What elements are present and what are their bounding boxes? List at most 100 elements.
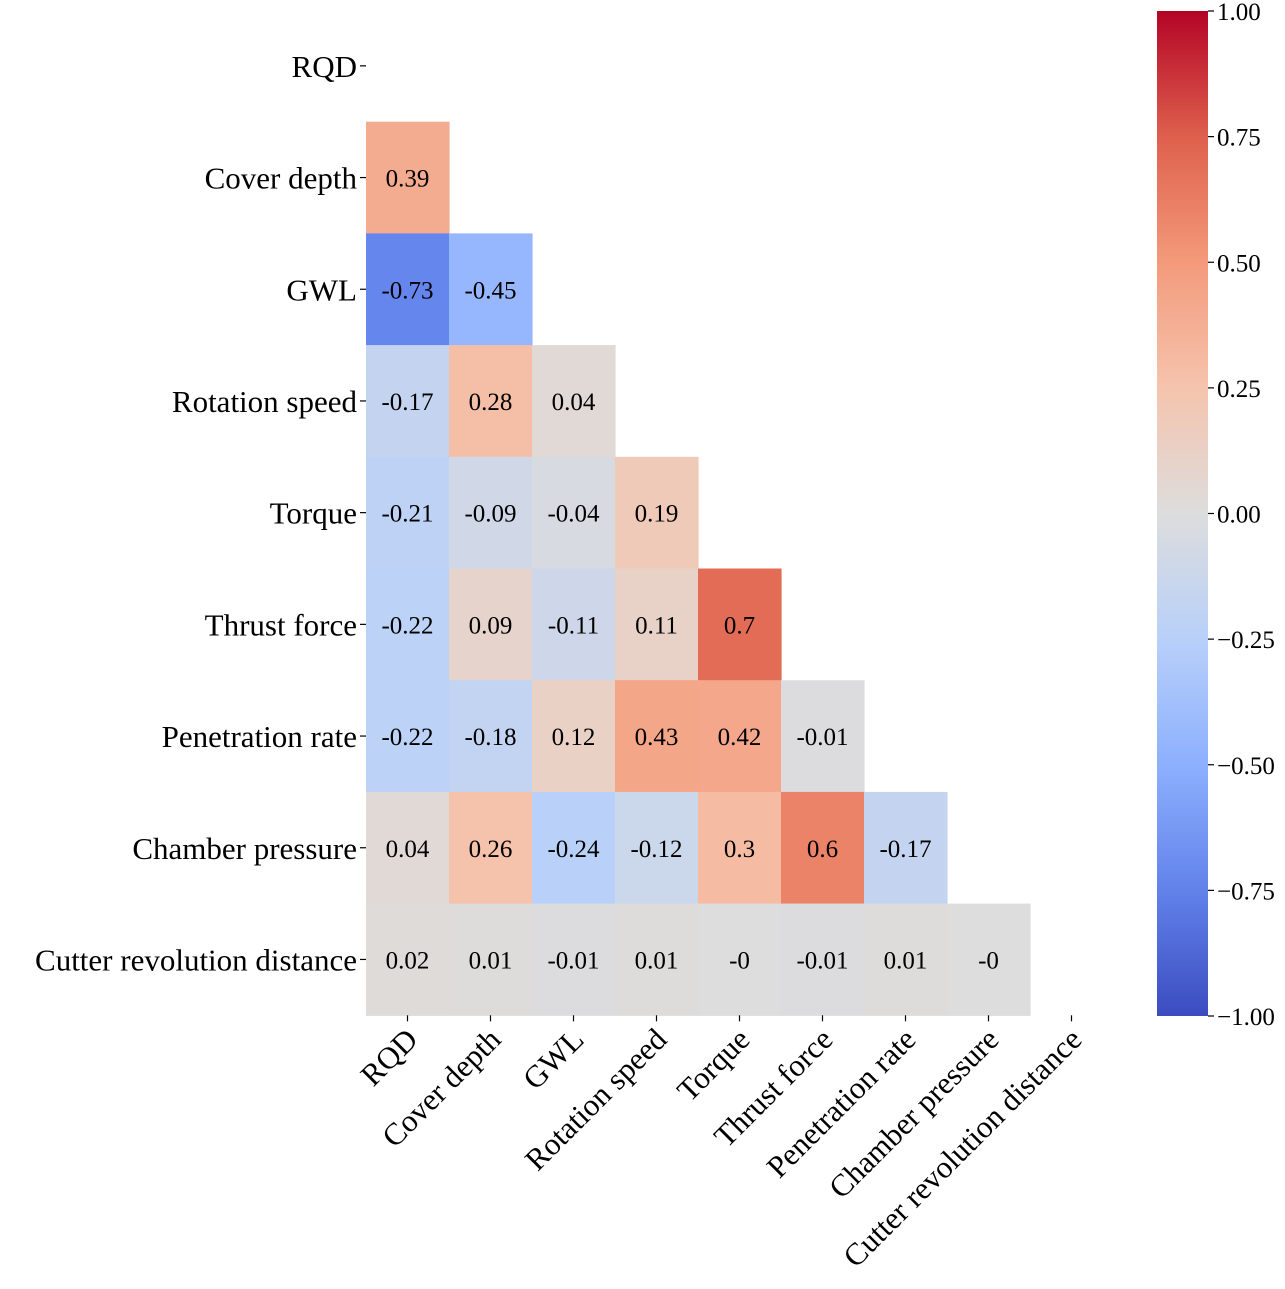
heatmap-cell (864, 791, 948, 905)
cell-value-label: 0.02 (386, 947, 430, 974)
heatmap-cell (449, 903, 533, 1016)
y-tick-label: Cutter revolution distance (35, 942, 357, 977)
cell-value-label: 0.26 (469, 836, 513, 863)
heatmap-cell (532, 456, 616, 570)
x-tick-label: Rotation speed (518, 1021, 674, 1177)
heatmap-cell (366, 791, 450, 905)
cell-value-label: 0.04 (552, 389, 596, 416)
cell-value-label: -0.01 (796, 724, 848, 751)
heatmap-cell (864, 903, 948, 1016)
heatmap-cell (781, 903, 865, 1016)
heatmap-cell (449, 233, 533, 346)
cell-value-label: 0.43 (635, 724, 679, 751)
colorbar-tick-label: 0.00 (1217, 502, 1261, 529)
y-tick-label: Penetration rate (162, 719, 357, 754)
y-tick-label: Thrust force (205, 607, 357, 642)
heatmap-cell (366, 121, 450, 234)
colorbar-tick-label: 1.00 (1217, 0, 1261, 26)
heatmap-cell (366, 568, 450, 681)
heatmap-cell (698, 903, 782, 1016)
colorbar-tick-label: −1.00 (1217, 1004, 1275, 1031)
heatmap-cell (698, 791, 782, 905)
colorbar-gradient (1157, 11, 1208, 1016)
heatmap-cell (366, 233, 450, 346)
cell-value-label: -0 (729, 947, 750, 974)
heatmap-cell (698, 680, 782, 793)
heatmap-cell (366, 345, 450, 458)
cell-value-label: 0.3 (724, 836, 755, 863)
y-tick-label: Cover depth (205, 161, 358, 196)
y-tick-labels: RQD Cover depth GWL Rotation speed Torque Thr… (35, 49, 366, 977)
cell-value-label: -0 (978, 947, 999, 974)
heatmap-cell (532, 791, 616, 905)
cell-value-label: -0.12 (630, 836, 682, 863)
y-tick-label: GWL (286, 272, 357, 307)
cell-value-label: -0.11 (548, 612, 599, 639)
heatmap-cell (781, 680, 865, 793)
heatmap-cell (532, 345, 616, 458)
colorbar-tick-label: 0.25 (1217, 376, 1261, 403)
y-tick-label: Torque (270, 496, 357, 531)
colorbar-tick-label: −0.25 (1217, 627, 1275, 654)
heatmap-cell (532, 903, 616, 1016)
y-tick-label: RQD (292, 49, 357, 84)
colorbar-ticks: 1.00 0.75 0.50 0.25 0.00 −0.25 −0.50 −0.75 −1.00 (1208, 0, 1275, 1031)
heatmap-cell (615, 791, 699, 905)
cell-value-label: -0.24 (547, 836, 600, 863)
heatmap-cell (532, 568, 616, 681)
cell-value-label: -0.18 (464, 724, 516, 751)
heatmap-cell (698, 568, 782, 681)
cell-value-label: 0.39 (386, 166, 430, 193)
heatmap-cell (615, 456, 699, 570)
y-tick-label: Chamber pressure (132, 831, 357, 866)
heatmap-cell (366, 456, 450, 570)
heatmap-cell (615, 568, 699, 681)
cell-value-label: 0.7 (724, 612, 755, 639)
cell-value-label: 0.04 (386, 836, 430, 863)
cell-value-label: 0.11 (635, 612, 678, 639)
cell-value-label: 0.42 (718, 724, 762, 751)
heatmap-cell (532, 680, 616, 793)
cell-value-label: -0.22 (381, 724, 433, 751)
cell-value-label: -0.04 (547, 501, 600, 528)
heatmap-cell (781, 791, 865, 905)
cell-value-label: -0.21 (381, 501, 433, 528)
cell-value-label: 0.19 (635, 501, 679, 528)
cell-value-label: -0.73 (381, 277, 433, 304)
cell-value-label: -0.45 (464, 277, 516, 304)
heatmap-cell (449, 791, 533, 905)
heatmap-cell (615, 680, 699, 793)
cell-value-label: 0.28 (469, 389, 513, 416)
cell-value-label: 0.01 (469, 947, 513, 974)
cell-value-label: -0.09 (464, 501, 516, 528)
heatmap-cells: 0.39 -0.73 -0.45 -0.17 0.28 0.04 -0.21 -0.09 -0.… (366, 121, 1031, 1016)
heatmap-cell (449, 568, 533, 681)
cell-value-label: 0.09 (469, 612, 513, 639)
cell-value-label: -0.01 (796, 947, 848, 974)
cell-value-label: -0.17 (879, 836, 931, 863)
heatmap-cell (366, 903, 450, 1016)
colorbar-tick-label: −0.75 (1217, 878, 1275, 905)
colorbar-tick-label: −0.50 (1217, 753, 1275, 780)
cell-value-label: 0.6 (807, 836, 838, 863)
cell-value-label: -0.01 (547, 947, 599, 974)
heatmap-cell (449, 456, 533, 570)
colorbar-tick-label: 0.50 (1217, 250, 1261, 277)
cell-value-label: -0.22 (381, 612, 433, 639)
heatmap-cell (449, 345, 533, 458)
cell-value-label: -0.17 (381, 389, 433, 416)
heatmap-cell (615, 903, 699, 1016)
heatmap-cell (947, 903, 1031, 1016)
cell-value-label: 0.01 (884, 947, 928, 974)
heatmap-cell (366, 680, 450, 793)
colorbar-tick-label: 0.75 (1217, 125, 1261, 152)
colorbar: 1.00 0.75 0.50 0.25 0.00 −0.25 −0.50 −0.75 −1.00 (1157, 0, 1275, 1031)
cell-value-label: 0.12 (552, 724, 596, 751)
heatmap-cell (449, 680, 533, 793)
y-tick-label: Rotation speed (172, 384, 358, 419)
x-tick-label: GWL (516, 1022, 591, 1097)
cell-value-label: 0.01 (635, 947, 679, 974)
x-tick-label: RQD (353, 1022, 424, 1093)
